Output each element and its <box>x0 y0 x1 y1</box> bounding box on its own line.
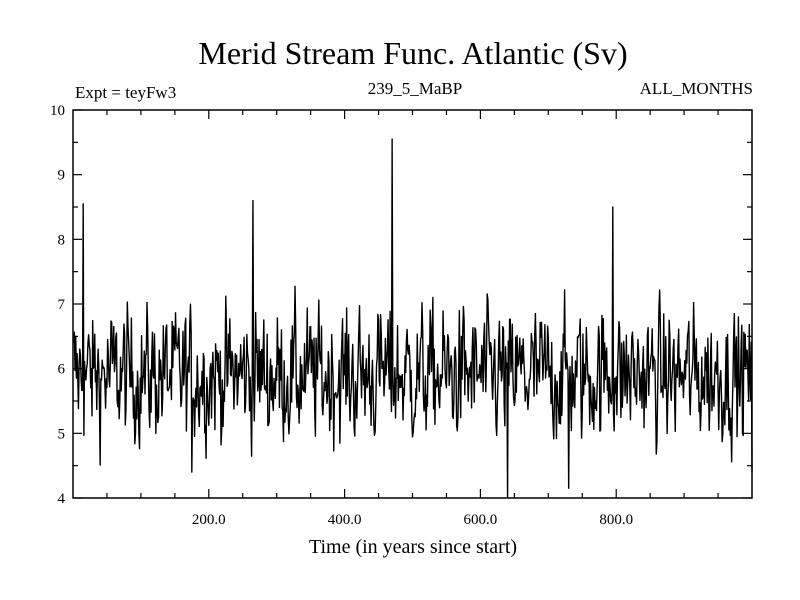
x-tick-label: 200.0 <box>192 512 226 528</box>
y-tick-label: 6 <box>58 362 66 378</box>
axis-ticks: 4 5 6 7 8 9 10 200.0 400.0 600.0 800.0 <box>50 103 752 528</box>
series-line <box>72 138 753 499</box>
x-axis-label: Time (in years since start) <box>309 536 517 558</box>
y-tick-label: 4 <box>58 491 66 507</box>
x-tick-label: 800.0 <box>599 512 633 528</box>
y-tick-label: 5 <box>58 426 66 442</box>
chart-title: Merid Stream Func. Atlantic (Sv) <box>198 35 627 71</box>
plot-frame <box>72 109 753 499</box>
x-tick-label: 600.0 <box>464 512 498 528</box>
x-tick-label: 400.0 <box>328 512 362 528</box>
period-label: 239_5_MaBP <box>368 79 462 98</box>
y-tick-label: 10 <box>50 103 65 119</box>
expt-label: Expt = teyFw3 <box>75 83 176 102</box>
y-tick-label: 7 <box>58 297 66 313</box>
months-label: ALL_MONTHS <box>640 79 753 98</box>
y-tick-label: 8 <box>58 232 66 248</box>
y-tick-label: 9 <box>58 168 66 184</box>
